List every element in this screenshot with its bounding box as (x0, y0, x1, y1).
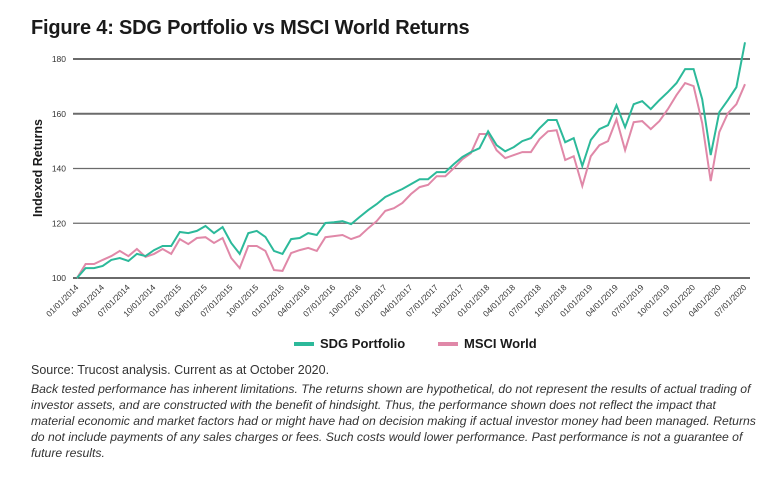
disclaimer-text: Back tested performance has inherent lim… (31, 382, 756, 460)
source-note: Source: Trucost analysis. Current as at … (31, 363, 330, 377)
legend: SDG Portfolio MSCI World (0, 336, 783, 356)
y-tick-label: 120 (52, 218, 66, 228)
y-tick-label: 160 (52, 109, 66, 119)
legend-swatch-msci (438, 341, 458, 346)
y-axis-label: Indexed Returns (31, 119, 45, 217)
series-line-sdg-portfolio (76, 42, 746, 279)
legend-label-sdg: SDG Portfolio (320, 336, 406, 351)
line-chart: 100 120 140 160 180 Indexed Returns 01/01/20… (31, 42, 750, 319)
chart-title: Figure 4: SDG Portfolio vs MSCI World Re… (31, 17, 470, 39)
series-line-msci-world (76, 81, 746, 279)
legend-item-msci-world: MSCI World (438, 336, 537, 351)
x-axis-ticks: 01/01/201404/01/201407/01/201410/01/2014… (44, 282, 749, 319)
gridlines (73, 58, 750, 279)
legend-item-sdg-portfolio: SDG Portfolio (294, 336, 405, 351)
y-tick-label: 180 (52, 54, 66, 64)
legend-label-msci: MSCI World (464, 336, 537, 351)
series-lines (76, 42, 746, 279)
y-tick-label: 100 (52, 273, 66, 283)
y-tick-label: 140 (52, 164, 66, 174)
y-axis-ticks: 100 120 140 160 180 (52, 54, 66, 283)
legend-swatch-sdg (294, 341, 314, 346)
